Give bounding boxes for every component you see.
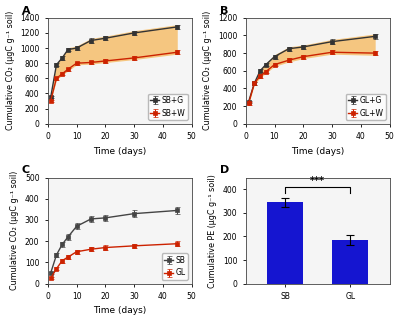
Text: ***: ***	[310, 176, 325, 186]
Legend: SB+G, SB+W: SB+G, SB+W	[148, 93, 188, 120]
X-axis label: Time (days): Time (days)	[291, 147, 344, 156]
Legend: SB, GL: SB, GL	[162, 253, 188, 280]
Bar	[332, 240, 368, 283]
Y-axis label: Cumulative CO₂ (μgC g⁻¹ soil): Cumulative CO₂ (μgC g⁻¹ soil)	[204, 11, 212, 130]
Y-axis label: Cumulative CO₂ (μgC g⁻¹ soil): Cumulative CO₂ (μgC g⁻¹ soil)	[10, 171, 19, 290]
Text: C: C	[22, 166, 30, 176]
Text: A: A	[22, 6, 30, 16]
Legend: GL+G, GL+W: GL+G, GL+W	[346, 93, 386, 120]
Bar	[267, 202, 303, 283]
Y-axis label: Cumulative CO₂ (μgC g⁻¹ soil): Cumulative CO₂ (μgC g⁻¹ soil)	[6, 11, 14, 130]
Text: B: B	[220, 6, 228, 16]
Y-axis label: Cumulative PE (μgC g⁻¹ soil): Cumulative PE (μgC g⁻¹ soil)	[208, 174, 217, 288]
X-axis label: Time (days): Time (days)	[93, 147, 146, 156]
X-axis label: Time (days): Time (days)	[93, 307, 146, 316]
Text: D: D	[220, 166, 229, 176]
